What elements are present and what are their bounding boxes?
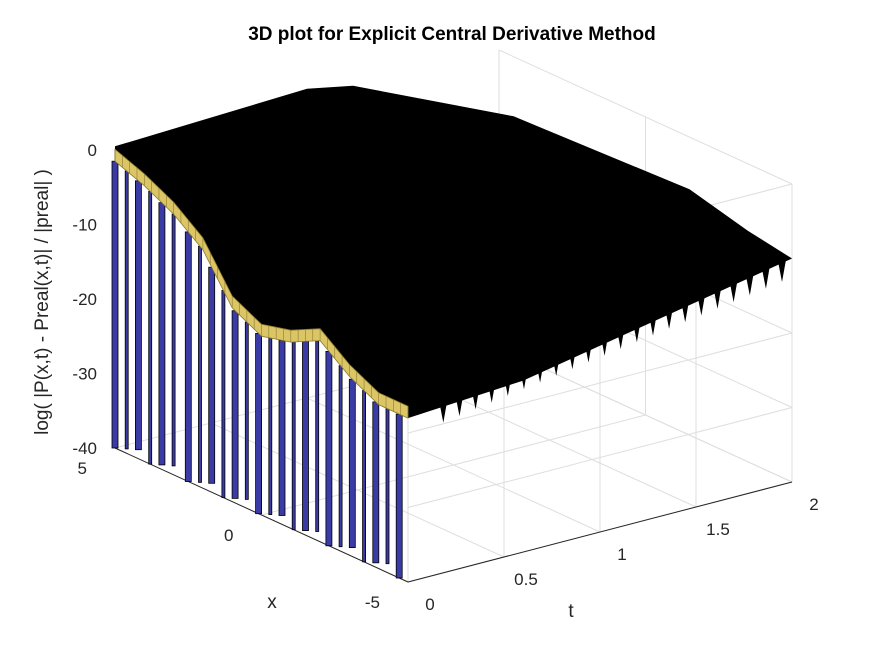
surface-valley-spike <box>536 360 544 383</box>
spikes <box>111 160 403 579</box>
surface-valley-spike <box>584 340 593 363</box>
z-tick-label: -40 <box>72 439 97 458</box>
spike-bar <box>372 401 380 564</box>
z-tick-label: -30 <box>72 365 97 384</box>
x-axis-line <box>114 447 409 583</box>
surface-valley-spike <box>520 367 528 390</box>
z-tick-label: 0 <box>88 141 97 160</box>
spike-bar <box>124 170 129 450</box>
x-axis-label: t <box>568 601 574 622</box>
surface-valley-spike <box>455 394 464 417</box>
surface-valley-spike <box>568 347 577 370</box>
spike-bar <box>184 231 192 482</box>
tick-labels: 0 -10 -20 -30 -405 0 -5 0 0.5 1 1.5 2 <box>72 141 818 614</box>
surface-valley-spike <box>633 320 641 343</box>
t-tick-label: 0 <box>425 595 434 614</box>
t-tick-label: 0.5 <box>514 570 538 589</box>
z-tick-label: -20 <box>72 290 97 309</box>
z-tick-label: -10 <box>72 216 97 235</box>
t-tick-label: 1 <box>617 545 626 564</box>
surface <box>115 85 792 423</box>
surface-valley-spike <box>665 307 673 329</box>
surface-valley-spike <box>552 354 561 376</box>
t-tick-label: 2 <box>809 495 818 514</box>
surface-valley-spike <box>649 313 657 336</box>
surface-body <box>115 85 792 419</box>
surface-valley-spike <box>439 400 448 423</box>
t-axis-line <box>407 481 793 583</box>
surface-valley-spike <box>504 374 512 396</box>
spike-bar <box>148 190 153 465</box>
edge-band <box>114 148 409 419</box>
spike-bar <box>268 337 273 516</box>
surface-valley-spike <box>487 380 496 403</box>
spike-bar <box>338 365 343 548</box>
surface-valley-spike <box>681 300 690 323</box>
x-tick-label: 0 <box>224 526 233 545</box>
spike-bar <box>244 321 249 500</box>
spike-bar <box>315 340 320 532</box>
spike-bar <box>171 213 176 467</box>
spike-bar <box>158 202 166 466</box>
spike-bar <box>198 245 202 483</box>
spike-bar <box>208 266 216 484</box>
surface-valley-spike <box>762 266 770 289</box>
t-tick-label: 1.5 <box>706 520 730 539</box>
surface-valley-spike <box>745 273 754 296</box>
spike-bar <box>221 290 226 499</box>
surface-valley-spike <box>471 387 480 410</box>
spike-bar <box>325 350 333 547</box>
spike-bar <box>348 378 356 549</box>
spike-bar <box>134 180 142 451</box>
surface-valley-spike <box>600 333 609 356</box>
spike-bar <box>291 341 296 531</box>
surface-valley-spike <box>713 287 722 309</box>
spike-bar <box>255 332 263 515</box>
spike-bar <box>278 339 286 516</box>
spike-bar <box>385 408 390 565</box>
spike-bar <box>395 413 403 579</box>
spike-bar <box>231 310 239 499</box>
surface-valley-spike <box>697 293 706 316</box>
surface-valley-spike <box>616 327 625 350</box>
z-axis-label: log( |P(x,t) - Preal(x,t)| / |preal| ) <box>32 169 53 435</box>
spike-bar <box>302 340 309 531</box>
surface-valley-spike <box>778 260 786 282</box>
x-tick-label: 5 <box>78 459 87 478</box>
surface-valley-spike <box>729 280 738 303</box>
spike-bar <box>362 390 367 563</box>
chart-title: 3D plot for Explicit Central Derivative … <box>248 24 656 45</box>
spike-bar <box>111 160 119 449</box>
x-tick-label: -5 <box>365 593 380 612</box>
y-axis-label: x <box>267 592 277 613</box>
